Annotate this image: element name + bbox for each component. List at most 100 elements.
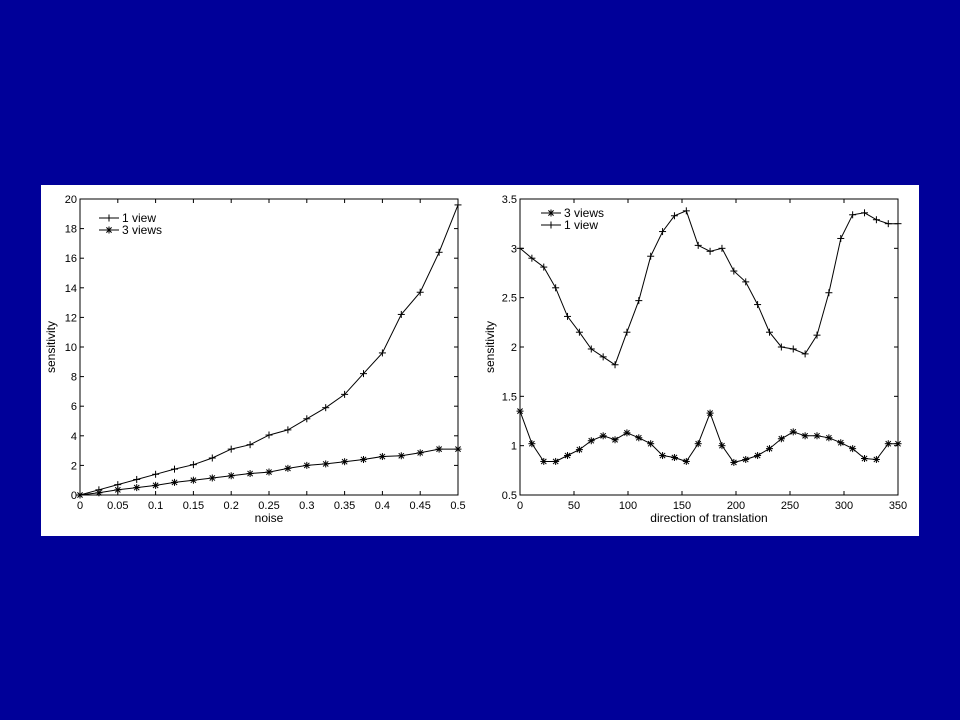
chart-1-x-tick-label: 0.4 — [375, 500, 390, 512]
chart-1-y-tick-label: 10 — [65, 342, 77, 354]
chart-2-data-point — [884, 440, 892, 448]
chart-1-data-point — [284, 426, 292, 434]
chart-1-x-tick-label: 0 — [77, 500, 83, 512]
chart-1-data-point — [265, 431, 273, 439]
chart-2-data-point — [894, 220, 902, 228]
chart-1-data-point-marker-d2 — [77, 492, 83, 498]
chart-1-data-point-marker-d2 — [379, 453, 386, 460]
chart-2-data-point — [528, 254, 536, 262]
chart-2-series-line-1 — [519, 410, 898, 463]
chart-1-data-point — [284, 464, 292, 472]
chart-2-legend-label: 1 view — [564, 218, 598, 232]
chart-2-data-point — [884, 220, 892, 228]
chart-2-y-tick-label: 3.5 — [502, 194, 517, 206]
chart-2-data-point-marker-d2 — [612, 436, 618, 443]
chart-2-y-tick-label: 2.5 — [502, 293, 517, 305]
chart-2-data-point — [682, 207, 690, 215]
chart-2-data-point — [742, 455, 750, 463]
chart-2-y-tick-label: 2 — [511, 342, 517, 354]
chart-2-data-point-marker-d2 — [671, 454, 678, 461]
chart-1-data-point — [246, 441, 254, 449]
chart-2-x-tick-label: 250 — [781, 500, 799, 512]
chart-1-x-tick-label: 0.1 — [148, 500, 163, 512]
chart-2-data-point-marker-d2 — [623, 429, 630, 436]
chart-2-data-point — [670, 454, 678, 462]
chart-1-data-point-marker-d2 — [266, 469, 272, 476]
chart-2-data-point-marker-d2 — [742, 456, 749, 463]
chart-2-data-point — [599, 353, 607, 361]
chart-2-y-axis-title: sensitivity — [483, 321, 497, 373]
chart-1-y-tick-label: 8 — [71, 372, 77, 384]
chart-2-data-point — [789, 428, 797, 436]
chart-1-x-axis-title: noise — [255, 511, 284, 525]
chart-2-legend-marker-d2 — [548, 210, 554, 216]
chart-1-x-tick-label: 0.3 — [299, 500, 314, 512]
chart-1-data-point — [341, 458, 349, 466]
chart-2-x-tick-label: 100 — [619, 500, 637, 512]
chart-2-data-point — [813, 432, 821, 440]
chart-2-data-point — [777, 343, 785, 351]
chart-2-data-point-marker-d2 — [659, 452, 666, 459]
chart-1-data-point — [360, 455, 367, 463]
chart-2-data-point — [754, 301, 762, 309]
chart-2-data-point — [647, 440, 655, 448]
chart-1-data-point — [322, 404, 330, 412]
chart-1-y-tick-label: 6 — [71, 401, 77, 413]
chart-1-data-point — [454, 445, 462, 453]
chart-2-x-tick-label: 200 — [727, 500, 745, 512]
chart-figure: 0 0.05 0.1 0.15 0.2 0.25 0.3 0.35 0.4 0.45 0.50246… — [44, 194, 907, 525]
chart-2-data-point — [540, 457, 548, 465]
chart-1-data-point — [76, 491, 84, 499]
chart-2-data-point — [777, 435, 785, 443]
chart-2-data-point-marker-d2 — [552, 458, 559, 465]
chart-2-data-point-marker-d2 — [528, 440, 535, 447]
chart-1-legend-label: 1 view — [122, 211, 156, 225]
chart-1-data-point — [171, 478, 178, 486]
chart-1-data-point-marker-d2 — [209, 475, 216, 481]
chart-2-x-tick-label: 150 — [673, 500, 691, 512]
chart-1-data-point — [189, 461, 197, 469]
chart-1-data-point — [397, 452, 405, 460]
chart-2-data-point-marker-d2 — [778, 435, 785, 442]
chart-2-data-point-marker-d2 — [707, 410, 714, 417]
chart-2-data-point — [659, 452, 667, 460]
chart-2-data-point — [849, 211, 857, 219]
chart-2-data-point — [682, 457, 690, 465]
chart-1-data-point — [435, 445, 443, 453]
chart-2-data-point-marker-d2 — [849, 445, 856, 452]
chart-2-data-point — [765, 328, 773, 336]
chart-2-data-point — [825, 289, 833, 297]
chart-2-data-point — [837, 439, 845, 447]
chart-1-data-point — [416, 449, 424, 457]
chart-1-plot-frame — [79, 198, 459, 496]
chart-2-x-tick-label: 0 — [517, 500, 523, 512]
chart-1-data-point-marker-d2 — [322, 460, 329, 467]
chart-1-data-point — [133, 484, 141, 492]
chart-2-data-point-marker-d2 — [683, 458, 690, 465]
chart-2-legend-label: 3 views — [564, 206, 604, 220]
chart-1: 0 0.05 0.1 0.15 0.2 0.25 0.3 0.35 0.4 0.45 0.5 0 2 4 6… — [44, 194, 466, 525]
chart-2-data-point — [861, 454, 869, 462]
chart-2-series-line-2 — [519, 210, 898, 366]
chart-2-data-point — [894, 440, 902, 448]
chart-2-data-point — [789, 345, 797, 353]
chart-2-x-tick-label: 350 — [889, 500, 907, 512]
chart-1-data-point — [227, 472, 235, 480]
chart-2-data-point — [516, 407, 524, 415]
chart-2-data-point-marker-d2 — [564, 452, 571, 459]
chart-2-data-point — [540, 263, 548, 271]
chart-2-data-point-marker-d2 — [695, 440, 702, 447]
chart-2-data-point — [516, 244, 524, 252]
chart-2-data-point — [635, 297, 643, 305]
chart-2-data-point-marker-d2 — [802, 432, 809, 439]
chart-2-data-point — [575, 328, 583, 336]
chart-2-data-point — [849, 445, 857, 453]
chart-1-x-tick-label: 0.15 — [183, 500, 204, 512]
chart-1-y-axis-title: sensitivity — [44, 321, 58, 373]
chart-2-data-point-marker-d2 — [790, 428, 797, 435]
chart-1-data-point — [227, 445, 235, 453]
chart-2-data-point — [801, 350, 809, 358]
chart-2-data-point-marker-d2 — [576, 446, 583, 453]
chart-2-y-tick-label: 0.5 — [502, 490, 517, 502]
chart-1-legend-label: 3 views — [122, 223, 162, 237]
